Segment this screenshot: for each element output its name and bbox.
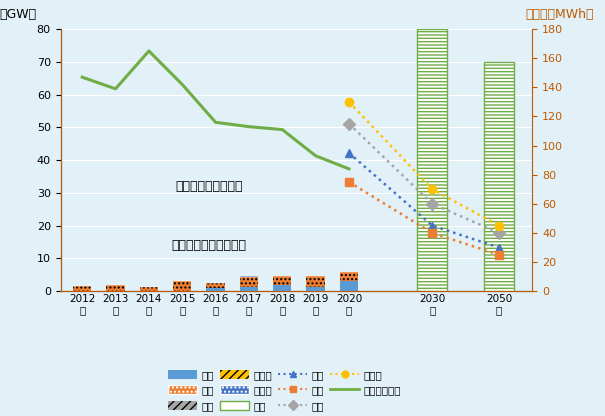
Bar [417,29,447,291]
世界（右軸） [112,87,119,92]
Bar [206,288,224,291]
Text: （GW）: （GW） [0,8,36,21]
Bar [340,281,358,291]
中国 [345,150,353,155]
インド [495,223,503,228]
世界（右軸） [312,154,319,158]
世界（右軸） [245,124,252,129]
中国 [429,223,436,228]
Bar [240,287,258,291]
世界（右軸） [345,166,353,171]
Bar [307,276,325,287]
欧州 [495,252,503,257]
中国 [495,245,503,250]
米国 [495,230,503,235]
米国 [345,121,353,126]
Bar [140,287,158,291]
Bar [307,287,325,291]
Text: （ドル／MWh）: （ドル／MWh） [525,8,594,21]
世界（右軸） [279,127,286,132]
Legend: 中国, 欧州, 米国, インド, その他, 世界, 中国, 欧州, 米国, インド, 世界（右軸）: 中国, 欧州, 米国, インド, その他, 世界, 中国, 欧州, 米国, イン… [168,370,401,411]
Text: 発電コスト（右軸）: 発電コスト（右軸） [175,180,243,193]
Bar [417,29,447,291]
Text: 新規設備容量（左軸）: 新規設備容量（左軸） [171,239,246,252]
欧州 [429,230,436,235]
世界（右軸） [178,82,186,87]
Bar [173,281,191,291]
Line: 欧州: 欧州 [345,178,503,259]
Line: インド: インド [345,98,503,230]
Bar [484,62,514,291]
世界（右軸） [145,48,152,53]
インド [429,187,436,192]
Line: 米国: 米国 [345,119,503,237]
Line: 世界（右軸）: 世界（右軸） [82,51,349,169]
世界（右軸） [79,75,86,80]
Bar [340,272,358,281]
世界（右軸） [212,120,219,125]
Line: 中国: 中国 [345,149,503,252]
Bar [273,285,292,291]
欧州 [345,180,353,185]
Bar [106,285,125,291]
Bar [273,276,292,285]
Bar [240,277,258,287]
Bar [73,286,91,291]
Bar [206,283,224,288]
Bar [484,62,514,291]
インド [345,99,353,104]
米国 [429,201,436,206]
